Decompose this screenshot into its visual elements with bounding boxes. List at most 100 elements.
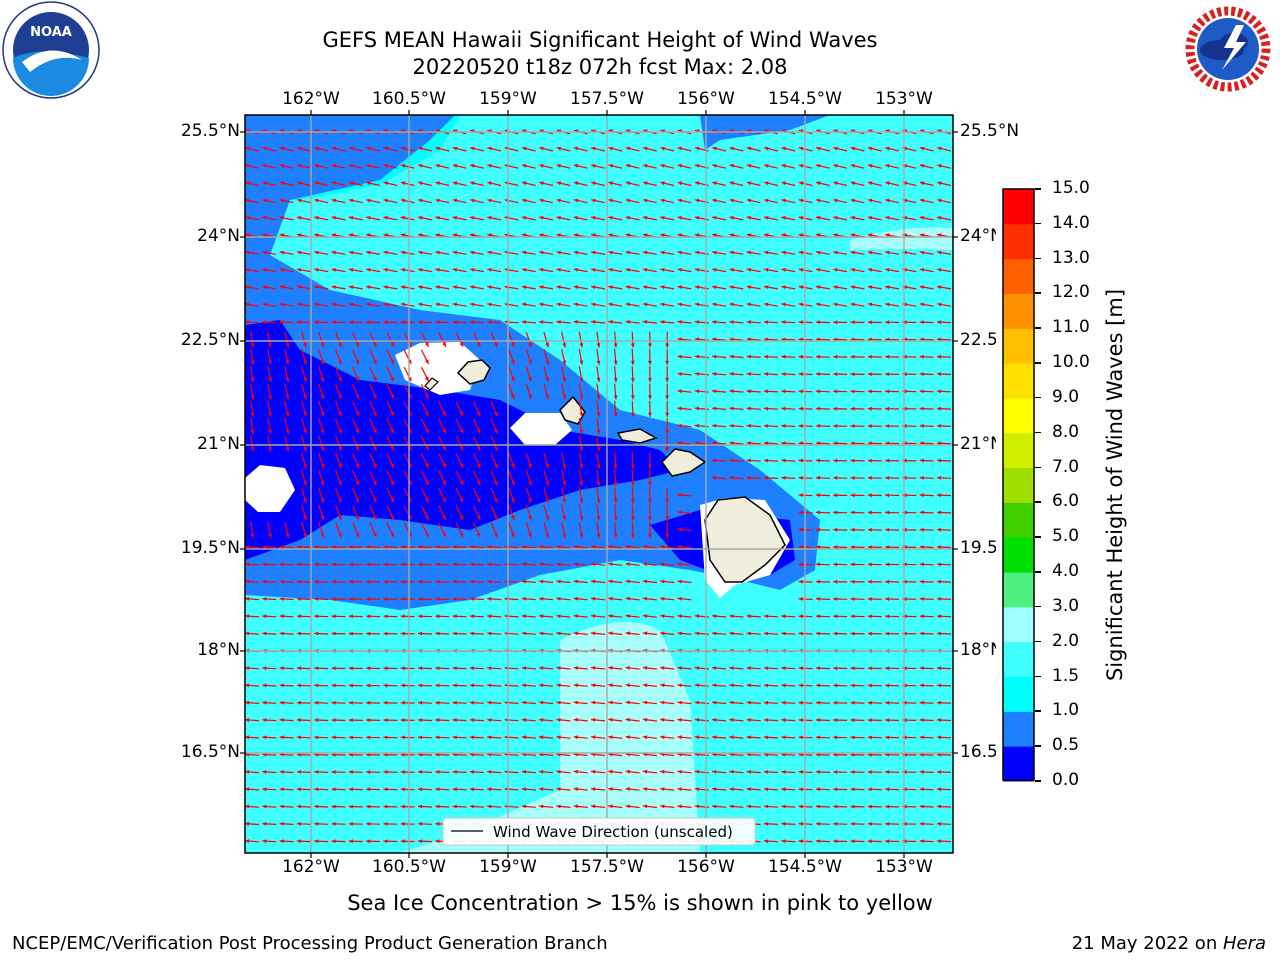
wind-wave-arrows xyxy=(245,129,952,844)
lon-label-top: 162°W xyxy=(282,89,340,109)
colorbar-segment xyxy=(1003,432,1034,469)
colorbar-segment xyxy=(1003,746,1034,782)
footer-machine: Hera xyxy=(1222,933,1266,954)
colorbar-tick-label: 15.0 xyxy=(1052,178,1090,198)
colorbar-tick xyxy=(1035,571,1041,573)
colorbar-tick xyxy=(1035,605,1041,608)
lon-label-top: 153°W xyxy=(875,89,933,109)
colorbar-tick-label: 8.0 xyxy=(1052,421,1080,442)
nws-logo xyxy=(1182,3,1274,95)
colorbar-segment xyxy=(1003,363,1034,399)
lat-label-right: 18°N xyxy=(960,640,1003,660)
lon-label-top: 160.5°W xyxy=(372,89,446,109)
colorbar-segment xyxy=(1003,189,1034,225)
lon-label-top: 157.5°W xyxy=(570,89,644,109)
island-molokai xyxy=(616,428,658,444)
lat-label-left: 21°N xyxy=(197,434,240,454)
colorbar-segment xyxy=(1003,641,1034,678)
colorbar-tick-label: 1.0 xyxy=(1052,700,1080,721)
colorbar-tick-label: 2.0 xyxy=(1052,630,1080,651)
lon-label-bottom: 153°W xyxy=(875,857,933,877)
colorbar-tick xyxy=(1035,362,1041,364)
island-kauai xyxy=(456,359,491,385)
map-subtitle: 20220520 t18z 072h fcst Max: 2.08 xyxy=(412,55,788,79)
colorbar-segment xyxy=(1003,328,1034,364)
colorbar-tick xyxy=(1035,710,1041,712)
colorbar-tick-label: 7.0 xyxy=(1052,456,1080,477)
colorbar-tick xyxy=(1035,536,1041,538)
colorbar-segment xyxy=(1003,676,1034,712)
colorbar-tick xyxy=(1035,292,1041,294)
map-frame xyxy=(244,114,954,854)
colorbar-tick-label: 13.0 xyxy=(1052,247,1090,268)
colorbar-tick xyxy=(1035,327,1041,329)
island-oahu xyxy=(559,395,586,425)
colorbar-tick-label: 12.0 xyxy=(1052,282,1090,303)
legend-label: Wind Wave Direction (unscaled) xyxy=(493,823,733,841)
colorbar-tick xyxy=(1035,780,1041,782)
noaa-logo: NOAA xyxy=(2,1,100,99)
lon-label-top: 159°W xyxy=(479,89,537,109)
colorbar-tick xyxy=(1035,222,1041,225)
colorbar-tick-label: 14.0 xyxy=(1052,212,1090,233)
colorbar-segment xyxy=(1003,502,1034,538)
lon-label-bottom: 156°W xyxy=(677,857,735,877)
colorbar-tick-label: 0.5 xyxy=(1052,735,1080,756)
colorbar-tick xyxy=(1035,745,1041,747)
island-maui xyxy=(661,448,707,477)
colorbar-tick-label: 11.0 xyxy=(1052,317,1090,338)
lon-label-bottom: 154.5°W xyxy=(768,857,842,877)
lat-label-left: 19.5°N xyxy=(180,538,240,558)
lon-label-top: 154.5°W xyxy=(768,89,842,109)
colorbar-tick xyxy=(1035,188,1041,190)
colorbar-segment xyxy=(1003,223,1034,260)
colorbar-tick-label: 4.0 xyxy=(1052,561,1080,582)
lat-label-left: 16.5°N xyxy=(180,742,240,762)
colorbar-tick xyxy=(1035,257,1041,260)
colorbar-tick xyxy=(1035,466,1041,469)
colorbar-tick-label: 0.0 xyxy=(1052,770,1080,790)
colorbar-tick xyxy=(1035,431,1041,434)
lat-label-left: 18°N xyxy=(197,640,240,660)
lat-label-left: 24°N xyxy=(197,226,240,246)
lat-label-left: 22.5°N xyxy=(180,330,240,350)
colorbar-tick-label: 6.0 xyxy=(1052,491,1080,512)
wave-field-0.0-0.5 xyxy=(245,320,680,560)
footer-date-wrap: 21 May 2022 on Hera xyxy=(1072,933,1266,954)
colorbar-tick xyxy=(1035,396,1041,399)
island-hawaii xyxy=(704,496,786,583)
colorbar-segment xyxy=(1003,467,1034,503)
colorbar-segment xyxy=(1003,572,1034,608)
colorbar-tick xyxy=(1035,501,1041,503)
footer-date: 21 May 2022 on xyxy=(1071,933,1223,954)
colorbar-tick-label: 3.0 xyxy=(1052,595,1080,616)
lat-label-right: 21°N xyxy=(960,434,1003,454)
colorbar-tick xyxy=(1035,640,1041,643)
sea-ice-note: Sea Ice Concentration > 15% is shown in … xyxy=(347,891,933,915)
lon-label-top: 156°W xyxy=(677,89,735,109)
map-title: GEFS MEAN Hawaii Significant Height of W… xyxy=(322,28,878,52)
lat-label-right: 25.5°N xyxy=(960,121,1020,141)
colorbar-segment xyxy=(1003,397,1034,434)
colorbar-tick xyxy=(1035,675,1041,678)
colorbar-tick-label: 5.0 xyxy=(1052,526,1080,547)
footer-credit: NCEP/EMC/Verification Post Processing Pr… xyxy=(12,933,608,954)
colorbar-tick-label: 9.0 xyxy=(1052,386,1080,407)
lat-label-left: 25.5°N xyxy=(180,121,240,141)
svg-text:NOAA: NOAA xyxy=(30,25,72,40)
colorbar-tick-label: 1.5 xyxy=(1052,665,1080,686)
colorbar-label: Significant Height of Wind Waves [m] xyxy=(1103,288,1127,682)
colorbar-segment xyxy=(1003,711,1034,747)
lon-label-bottom: 159°W xyxy=(479,857,537,877)
wave-field-2.0-3.0 xyxy=(400,622,700,853)
colorbar-tick-label: 10.0 xyxy=(1052,352,1090,373)
colorbar-segment xyxy=(1003,258,1034,294)
colorbar-segment xyxy=(1003,537,1034,573)
lon-label-bottom: 162°W xyxy=(282,857,340,877)
lon-label-bottom: 157.5°W xyxy=(570,857,644,877)
lon-label-bottom: 160.5°W xyxy=(372,857,446,877)
map-legend xyxy=(442,817,756,846)
colorbar xyxy=(1002,188,1035,782)
colorbar-segment xyxy=(1003,606,1034,643)
